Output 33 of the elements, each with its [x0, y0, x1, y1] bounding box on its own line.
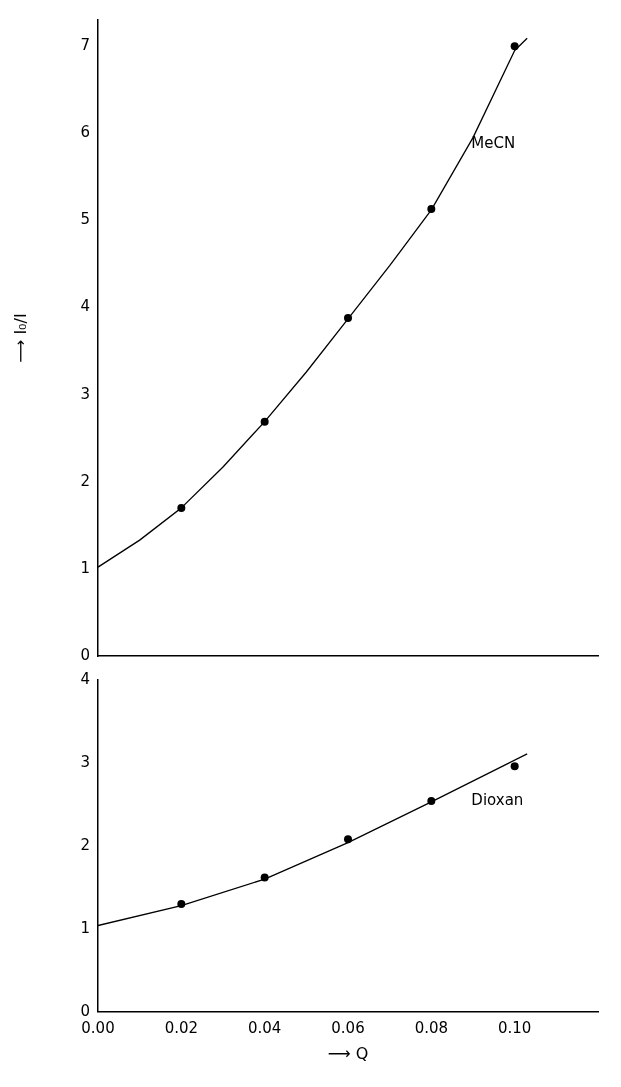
point: [510, 42, 519, 51]
x-tick-label: 0.06: [331, 1018, 365, 1037]
y-tick-label: 7: [80, 36, 90, 55]
point: [427, 797, 436, 806]
x-tick-label: 0.08: [414, 1018, 449, 1037]
y-axis-title: ⟶ I₀/I: [10, 313, 30, 363]
point: [177, 503, 186, 512]
y-tick-label: 0: [80, 645, 90, 664]
point: [510, 762, 519, 771]
y-tick-label: 3: [80, 752, 90, 771]
y-tick-label: 6: [80, 123, 90, 142]
point: [177, 899, 186, 908]
y-tick-label: 5: [80, 210, 90, 229]
y-tick-label: 2: [80, 835, 90, 854]
text: MeCN: [471, 133, 516, 152]
x-tick-label: 0.10: [497, 1018, 532, 1037]
y-tick-label: 3: [80, 384, 90, 403]
point: [427, 205, 436, 214]
series-label: Dioxan: [471, 791, 524, 809]
y-tick-label: 4: [80, 669, 90, 688]
point: [260, 873, 269, 882]
x-tick-label: 0.00: [81, 1018, 115, 1037]
point: [344, 835, 352, 844]
y-tick-label: 1: [80, 558, 90, 577]
x-tick-label: 0.02: [164, 1018, 199, 1037]
y-tick-label: 2: [80, 471, 90, 490]
point: [344, 313, 352, 322]
y-tick-label: 4: [80, 297, 90, 316]
x-axis-title: ⟶ Q: [327, 1043, 369, 1063]
y-tick-label: 1: [80, 918, 90, 937]
point: [260, 417, 269, 426]
x-tick-label: 0.04: [247, 1018, 282, 1037]
y-tick-label: 0: [80, 1001, 90, 1020]
